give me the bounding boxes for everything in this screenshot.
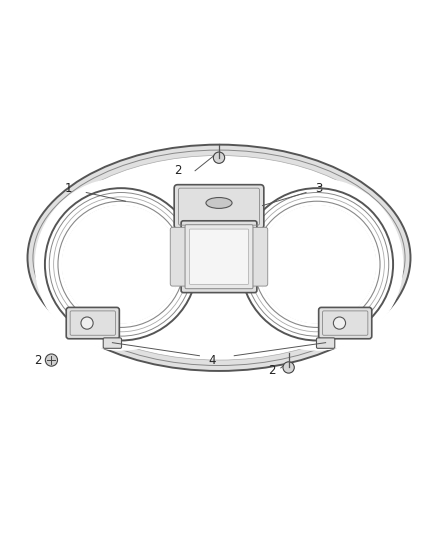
FancyBboxPatch shape bbox=[317, 338, 335, 349]
FancyBboxPatch shape bbox=[319, 308, 372, 339]
Text: 2: 2 bbox=[34, 353, 41, 367]
Circle shape bbox=[46, 354, 57, 366]
Circle shape bbox=[35, 179, 207, 350]
Text: 3: 3 bbox=[315, 182, 323, 195]
Text: 2: 2 bbox=[174, 164, 181, 177]
Text: 1: 1 bbox=[65, 182, 73, 195]
Text: 2: 2 bbox=[268, 364, 276, 377]
FancyBboxPatch shape bbox=[185, 225, 253, 289]
Circle shape bbox=[258, 206, 376, 323]
Circle shape bbox=[333, 317, 346, 329]
FancyBboxPatch shape bbox=[189, 229, 249, 284]
FancyBboxPatch shape bbox=[103, 338, 121, 349]
Circle shape bbox=[62, 206, 180, 323]
Circle shape bbox=[213, 152, 225, 163]
Circle shape bbox=[81, 317, 93, 329]
FancyBboxPatch shape bbox=[174, 184, 264, 229]
FancyBboxPatch shape bbox=[251, 228, 268, 286]
Circle shape bbox=[231, 179, 403, 350]
Ellipse shape bbox=[28, 144, 410, 371]
FancyBboxPatch shape bbox=[170, 228, 187, 286]
Text: 4: 4 bbox=[209, 353, 216, 367]
Ellipse shape bbox=[39, 156, 399, 360]
FancyBboxPatch shape bbox=[181, 221, 257, 293]
Ellipse shape bbox=[206, 198, 232, 208]
Circle shape bbox=[283, 362, 294, 373]
FancyBboxPatch shape bbox=[66, 308, 119, 339]
